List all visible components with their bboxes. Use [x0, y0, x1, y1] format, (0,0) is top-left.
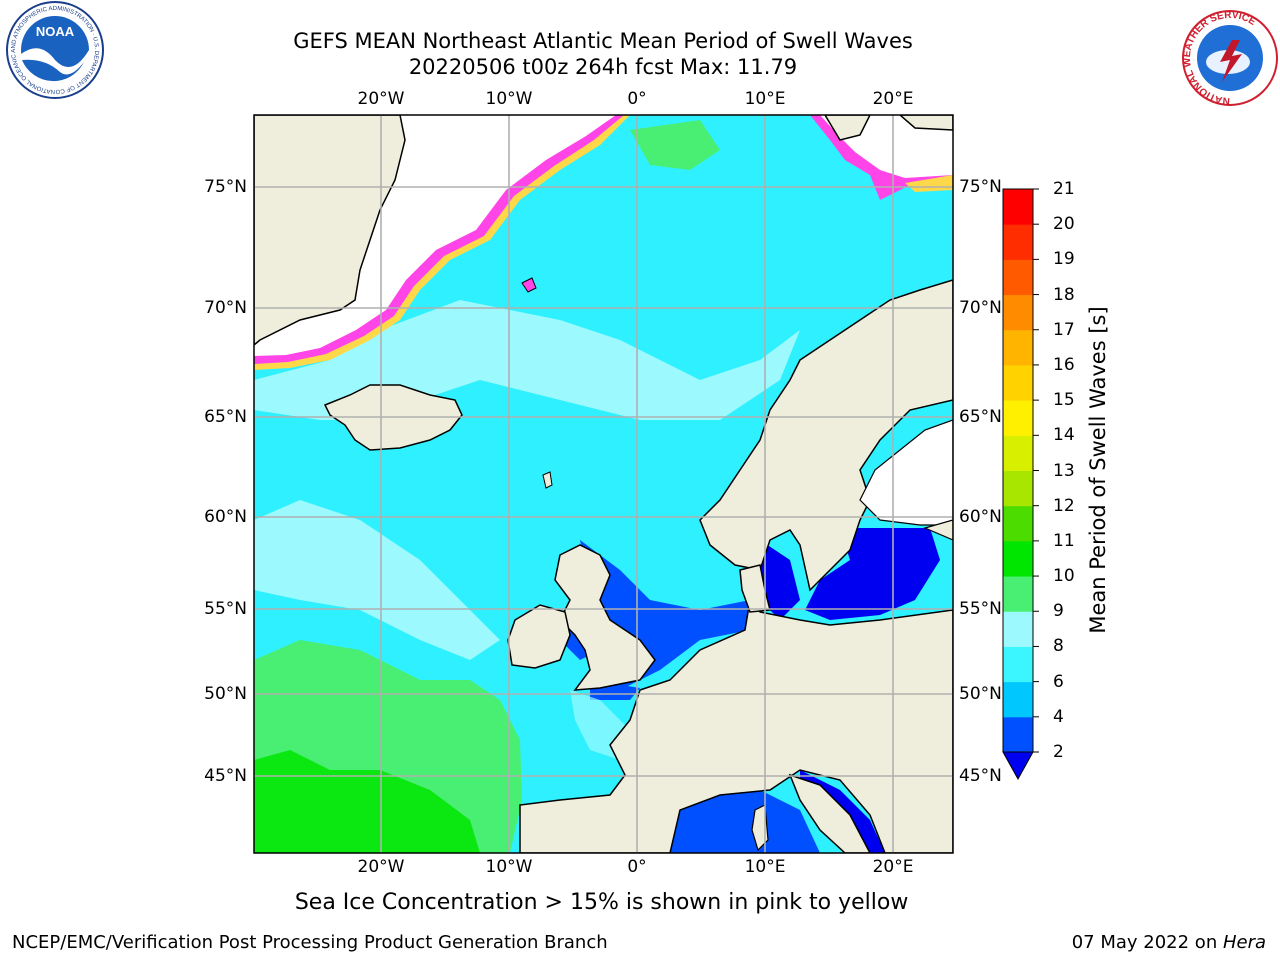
- swell-band-light-south: [254, 500, 500, 660]
- mediterranean-low: [670, 790, 820, 853]
- lon-label-top: 0°: [627, 89, 647, 109]
- colorbar-tick-label: 20: [1053, 214, 1075, 235]
- colorbar-segment: [1003, 716, 1033, 753]
- colorbar-tick-label: 18: [1053, 284, 1075, 305]
- colorbar-tick-label: 11: [1053, 530, 1075, 551]
- lat-label-left: 60°N: [204, 507, 247, 527]
- colorbar-segment: [1003, 576, 1033, 612]
- footer-date-text: 07 May 2022 on: [1071, 932, 1223, 953]
- colorbar-segment: [1003, 505, 1033, 542]
- colorbar-tick-label: 14: [1053, 425, 1075, 446]
- colorbar-segment: [1003, 294, 1033, 331]
- baltic-sea-low: [805, 528, 940, 620]
- colorbar-tick-label: 19: [1053, 249, 1075, 270]
- lon-label-bottom: 20°W: [357, 857, 405, 877]
- lat-label-right: 70°N: [959, 298, 1002, 318]
- colorbar-segment: [1003, 681, 1033, 718]
- lat-label-right: 65°N: [959, 407, 1002, 427]
- noaa-logo: NOAA NATIONAL OCEANIC AND ATMOSPHERIC AD…: [0, 0, 104, 99]
- colorbar-tick-label: 4: [1053, 706, 1064, 727]
- lon-label-top: 10°W: [485, 89, 533, 109]
- colorbar-tick-label: 13: [1053, 460, 1075, 481]
- colorbar-segment: [1003, 646, 1033, 683]
- map-title: GEFS MEAN Northeast Atlantic Mean Period…: [293, 29, 913, 53]
- lon-label-bottom: 10°W: [485, 857, 533, 877]
- colorbar-tick-label: 16: [1053, 354, 1075, 375]
- colorbar: [1002, 188, 1039, 781]
- colorbar-tick-label: 2: [1053, 742, 1064, 762]
- swell-patch-green-north: [630, 120, 720, 170]
- colorbar-tick-label: 21: [1053, 179, 1075, 199]
- colorbar-segment: [1003, 329, 1033, 366]
- footer-host: Hera: [1222, 932, 1266, 953]
- lon-label-bottom: 20°E: [872, 857, 914, 877]
- lon-label-top: 20°E: [872, 89, 914, 109]
- colorbar-label: Mean Period of Swell Waves [s]: [1086, 306, 1110, 634]
- map-area: [254, 115, 953, 853]
- map-frame: [253, 114, 954, 854]
- lon-label-bottom: 10°E: [744, 857, 786, 877]
- svalbard-east-land: [898, 115, 953, 131]
- italy: [788, 773, 871, 853]
- lat-label-right: 50°N: [959, 684, 1002, 704]
- footer-date: 07 May 2022 on Hera: [1072, 932, 1266, 953]
- colorbar-segment: [1003, 470, 1033, 507]
- finland-coast: [923, 519, 953, 541]
- lat-label-left: 75°N: [204, 177, 247, 197]
- colorbar-tick-label: 12: [1053, 495, 1075, 516]
- lon-label-top: 20°W: [357, 89, 405, 109]
- lat-label-left: 50°N: [204, 684, 247, 704]
- lat-label-right: 45°N: [959, 766, 1002, 786]
- colorbar-under-arrow: [1002, 751, 1034, 781]
- lon-label-top: 10°E: [744, 89, 786, 109]
- colorbar-tick-label: 9: [1053, 601, 1064, 622]
- colorbar-segment: [1003, 224, 1033, 260]
- noaa-logo-text: NOAA: [36, 24, 75, 39]
- faroe-islands: [542, 471, 553, 489]
- greenland-land: [254, 115, 406, 346]
- colorbar-tick-label: 6: [1053, 671, 1064, 692]
- graticule: [254, 115, 953, 853]
- colorbar-tick-label: 17: [1053, 319, 1075, 340]
- colorbar-segment: [1003, 611, 1033, 647]
- denmark: [739, 564, 771, 613]
- kattegat-low: [760, 540, 800, 620]
- colorbar-tick-label: 8: [1053, 636, 1064, 657]
- footer-credit: NCEP/EMC/Verification Post Processing Pr…: [12, 932, 608, 953]
- colorbar-segment: [1003, 364, 1033, 401]
- colorbar-segment: [1003, 540, 1033, 577]
- colorbar-segment: [1003, 400, 1033, 436]
- lat-label-right: 60°N: [959, 507, 1002, 527]
- lat-label-left: 65°N: [204, 407, 247, 427]
- colorbar-tick-label: 15: [1053, 390, 1075, 411]
- lat-label-left: 45°N: [204, 766, 247, 786]
- lat-label-left: 55°N: [204, 599, 247, 619]
- sea-ice-note: Sea Ice Concentration > 15% is shown in …: [294, 890, 909, 915]
- colorbar-segment: [1003, 259, 1033, 296]
- colorbar-segment: [1003, 435, 1033, 471]
- lon-label-bottom: 0°: [627, 857, 647, 877]
- colorbar-segment: [1003, 189, 1033, 225]
- colorbar-tick-label: 10: [1053, 566, 1075, 587]
- lat-label-right: 55°N: [959, 599, 1002, 619]
- nws-logo: NATIONAL WEATHER SERVICE: [1182, 10, 1278, 106]
- svalbard-land: [824, 115, 871, 141]
- corsica-sardinia: [751, 804, 769, 852]
- map-subtitle: 20220506 t00z 264h fcst Max: 11.79: [408, 55, 798, 79]
- lat-label-right: 75°N: [959, 177, 1002, 197]
- jan-mayen: [521, 277, 537, 293]
- lat-label-left: 70°N: [204, 298, 247, 318]
